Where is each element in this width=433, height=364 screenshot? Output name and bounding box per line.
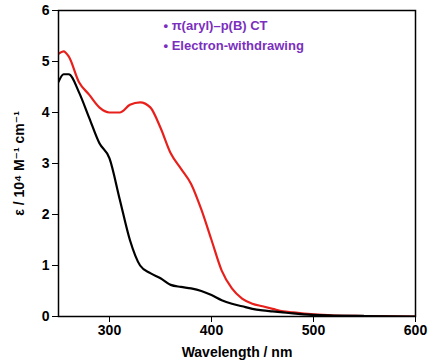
svg-text:500: 500 xyxy=(302,322,326,338)
svg-text:2: 2 xyxy=(42,206,50,222)
svg-text:5: 5 xyxy=(42,53,50,69)
svg-text:ε / 10⁴ M⁻¹ cm⁻¹: ε / 10⁴ M⁻¹ cm⁻¹ xyxy=(11,111,27,216)
svg-text:Wavelength / nm: Wavelength / nm xyxy=(182,344,293,360)
svg-text:• π(aryl)–p(B) CT: • π(aryl)–p(B) CT xyxy=(164,18,268,33)
svg-text:300: 300 xyxy=(98,322,122,338)
svg-text:0: 0 xyxy=(42,308,50,324)
svg-text:3: 3 xyxy=(42,155,50,171)
svg-text:6: 6 xyxy=(42,2,50,18)
svg-text:• Electron-withdrawing: • Electron-withdrawing xyxy=(164,38,304,53)
svg-text:4: 4 xyxy=(42,104,50,120)
svg-text:400: 400 xyxy=(200,322,224,338)
svg-text:1: 1 xyxy=(42,257,50,273)
svg-text:600: 600 xyxy=(404,322,428,338)
